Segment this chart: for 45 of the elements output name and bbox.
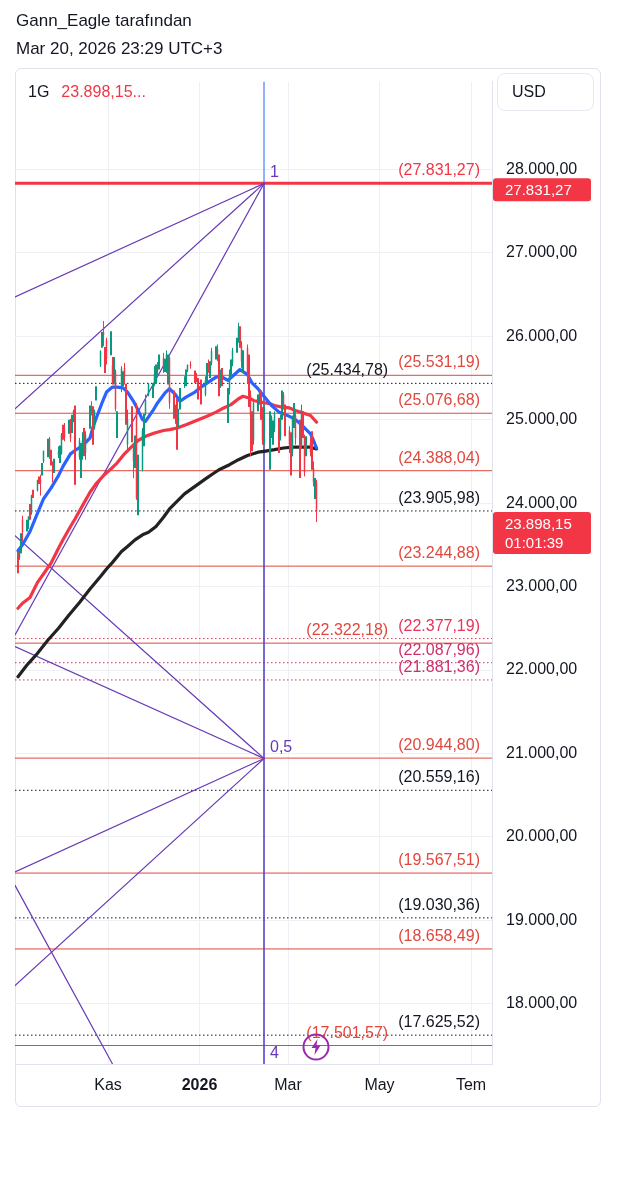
ref-line-label: (18.658,49) xyxy=(398,926,480,944)
y-tick-label: 26.000,00 xyxy=(506,326,578,344)
ref-line-label: (19.567,51) xyxy=(398,851,480,869)
ref-line-label: (17.501,57) xyxy=(306,1023,389,1041)
annotation: 1 xyxy=(270,163,279,181)
y-tick-label: 21.000,00 xyxy=(506,743,578,761)
ref-line-label: (17.625,52) xyxy=(398,1013,480,1031)
ref-line-label: (20.559,16) xyxy=(398,768,480,786)
text: 01:01:39 xyxy=(505,533,564,551)
ref-line-label: (25.434,78) xyxy=(306,361,389,379)
y-tick-label: 25.000,00 xyxy=(506,410,578,428)
y-tick-label: 28.000,00 xyxy=(506,159,578,177)
x-tick-label: 2026 xyxy=(181,1076,218,1094)
ref-line-label: (22.087,96) xyxy=(398,640,480,658)
annotation: 4 xyxy=(270,1044,279,1061)
ref-line-label: (24.388,04) xyxy=(398,448,480,466)
text: Gann_Eagle tarafından xyxy=(16,10,192,32)
ref-line-label: (22.377,19) xyxy=(398,616,480,634)
text: 27.831,27 xyxy=(505,180,572,198)
ref-line-label: (23.905,98) xyxy=(398,488,480,506)
x-tick-label: Mar xyxy=(274,1076,303,1094)
annotation: 23.898,15... xyxy=(61,83,146,100)
ref-line-label: (19.030,36) xyxy=(398,895,480,913)
text: Mar 20, 2026 23:29 UTC+3 xyxy=(16,38,223,60)
y-tick-label: 22.000,00 xyxy=(506,660,578,678)
y-tick-label: 19.000,00 xyxy=(506,910,578,928)
ref-line-label: (21.881,36) xyxy=(398,657,480,675)
ref-line-label: (23.244,88) xyxy=(398,544,480,562)
ref-line-label: (20.944,80) xyxy=(398,736,480,754)
text: 23.898,15 xyxy=(505,514,572,532)
currency-button: USD xyxy=(497,73,594,111)
ref-line-label: (22.322,18) xyxy=(306,621,389,639)
x-tick-label: May xyxy=(364,1076,395,1094)
ref-line-label: (25.531,19) xyxy=(398,353,480,371)
x-tick-label: Kas xyxy=(94,1076,122,1094)
x-tick-label: Tem xyxy=(455,1076,487,1094)
ref-line-label: (27.831,27) xyxy=(398,161,480,179)
ref-line-label: (25.076,68) xyxy=(398,391,480,409)
y-tick-label: 20.000,00 xyxy=(506,827,578,845)
y-tick-label: 24.000,00 xyxy=(506,493,578,511)
chart-title: 1G xyxy=(28,83,50,100)
y-tick-label: 18.000,00 xyxy=(506,994,578,1012)
y-tick-label: 23.000,00 xyxy=(506,576,578,594)
y-tick-label: 27.000,00 xyxy=(506,243,578,261)
annotation: 0,5 xyxy=(270,738,293,756)
